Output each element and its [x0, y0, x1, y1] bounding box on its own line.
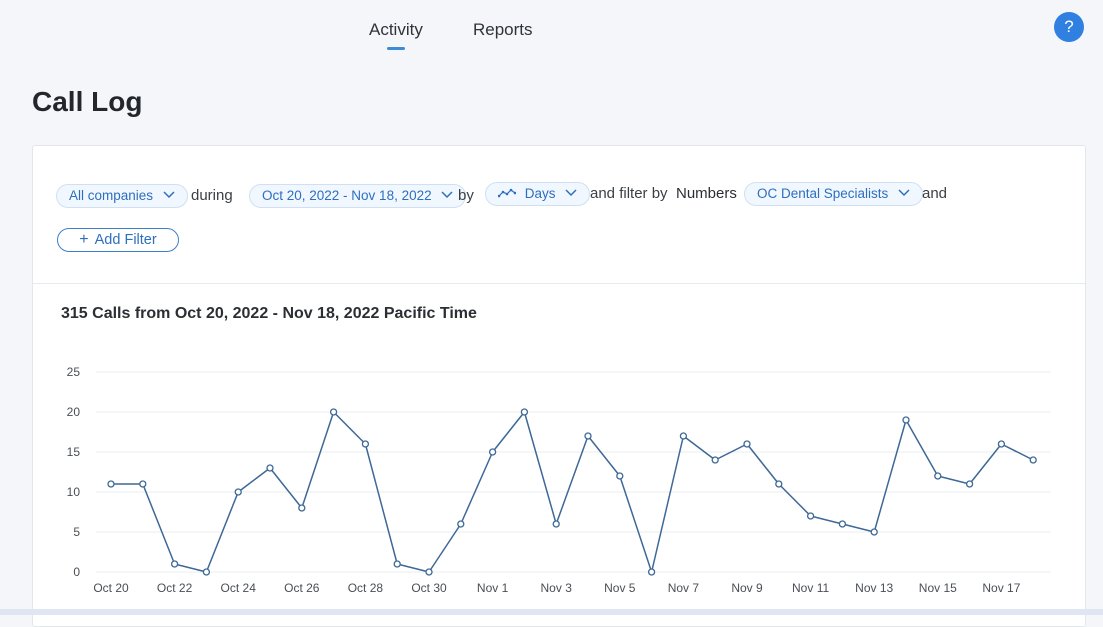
x-tick-label: Nov 5 — [604, 581, 636, 595]
data-point — [679, 432, 688, 440]
granularity-dropdown[interactable]: Days — [485, 182, 591, 206]
x-tick-label: Nov 15 — [919, 581, 957, 595]
trend-line-icon — [498, 188, 516, 198]
company-dropdown-label: All companies — [69, 188, 154, 203]
add-filter-button[interactable]: + Add Filter — [57, 228, 179, 252]
top-nav: Activity Reports ? — [0, 0, 1103, 62]
by-text: by — [458, 187, 474, 204]
chart-title: 315 Calls from Oct 20, 2022 - Nov 18, 20… — [61, 305, 477, 322]
data-point — [202, 568, 211, 576]
x-tick-label: Oct 24 — [221, 581, 257, 595]
data-point — [870, 528, 878, 536]
filter-by-text: and filter by — [590, 185, 668, 202]
x-tick-label: Nov 13 — [855, 581, 893, 595]
date-range-dropdown[interactable]: Oct 20, 2022 - Nov 18, 2022 — [249, 184, 467, 208]
data-point — [361, 440, 370, 448]
data-point — [647, 568, 656, 576]
y-tick-label: 0 — [73, 565, 80, 579]
calls-line-chart: 0 5 10 15 20 25 Oct 20 Oct 22 Oct 24 Oct 26 Oct 28… — [67, 365, 1051, 595]
y-tick-label: 10 — [67, 485, 81, 499]
during-text: during — [191, 187, 233, 204]
data-point — [616, 472, 624, 480]
data-point — [584, 432, 592, 440]
company-dropdown[interactable]: All companies — [56, 184, 188, 208]
data-point — [234, 488, 242, 496]
data-point — [457, 520, 465, 528]
data-point — [743, 440, 751, 448]
number-filter-dropdown[interactable]: OC Dental Specialists — [744, 182, 924, 206]
tab-activity[interactable]: Activity — [369, 20, 423, 50]
help-icon: ? — [1064, 17, 1074, 36]
chevron-down-icon — [565, 189, 577, 197]
x-tick-label: Oct 30 — [411, 581, 447, 595]
x-tick-label: Oct 20 — [93, 581, 129, 595]
data-point — [806, 512, 815, 520]
data-point — [775, 480, 783, 488]
y-tick-label: 25 — [67, 365, 81, 379]
data-point — [266, 464, 274, 472]
data-point — [1029, 456, 1037, 464]
data-point — [711, 456, 719, 464]
x-tick-label: Nov 17 — [982, 581, 1020, 595]
y-tick-label: 20 — [67, 405, 81, 419]
and-text: and — [922, 185, 948, 202]
tab-reports[interactable]: Reports — [473, 20, 533, 39]
x-tick-label: Nov 9 — [731, 581, 763, 595]
data-point — [329, 408, 338, 416]
data-point — [488, 448, 497, 456]
data-point — [934, 472, 942, 480]
x-tick-label: Nov 11 — [792, 581, 829, 595]
help-button[interactable]: ? — [1054, 12, 1084, 42]
data-point — [170, 560, 179, 568]
plus-icon: + — [79, 231, 89, 248]
date-range-label: Oct 20, 2022 - Nov 18, 2022 — [262, 188, 432, 203]
data-point — [107, 480, 115, 488]
data-point — [425, 568, 433, 576]
series-line — [111, 411, 1034, 573]
y-tick-label: 5 — [73, 525, 80, 539]
data-point — [997, 440, 1006, 448]
granularity-label: Days — [524, 186, 556, 201]
data-point — [393, 560, 401, 568]
add-filter-label: Add Filter — [94, 232, 157, 248]
data-point — [902, 416, 910, 424]
bottom-strip — [0, 609, 1103, 615]
x-tick-label: Oct 26 — [284, 581, 320, 595]
data-point — [965, 480, 974, 488]
x-tick-label: Nov 3 — [541, 581, 573, 595]
filter-bar: All companies during Oct 20, 2022 - Nov … — [33, 146, 1085, 284]
chevron-down-icon — [441, 191, 453, 199]
chevron-down-icon — [163, 191, 175, 199]
x-tick-label: Nov 7 — [668, 581, 700, 595]
x-tick-label: Nov 1 — [477, 581, 509, 595]
chevron-down-icon — [898, 189, 910, 197]
filter-field-text: Numbers — [676, 185, 737, 202]
data-point — [838, 520, 847, 528]
x-tick-label: Oct 28 — [348, 581, 384, 595]
data-point — [139, 480, 147, 488]
data-point — [552, 520, 560, 528]
y-tick-label: 15 — [67, 445, 81, 459]
page-title: Call Log — [32, 86, 143, 117]
x-tick-label: Oct 22 — [157, 581, 193, 595]
number-filter-label: OC Dental Specialists — [757, 186, 889, 201]
call-log-card: All companies during Oct 20, 2022 - Nov … — [32, 145, 1086, 627]
data-point — [298, 504, 306, 512]
data-point — [520, 408, 529, 416]
